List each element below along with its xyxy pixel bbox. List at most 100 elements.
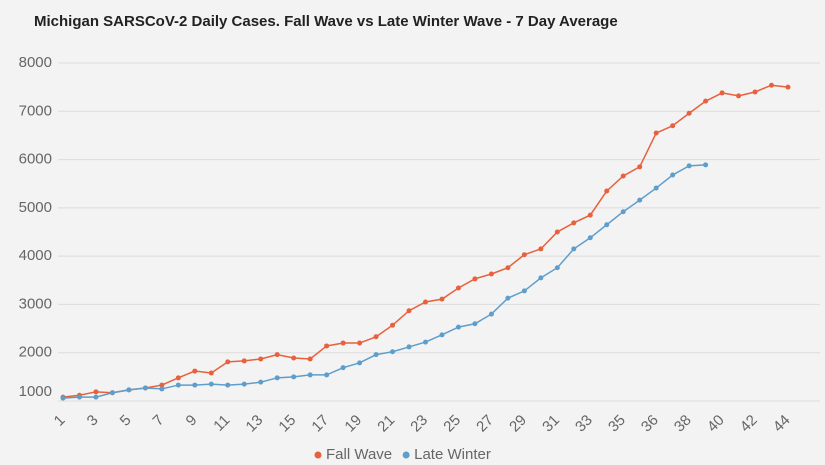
data-point (192, 382, 198, 388)
x-tick-label: 15 (275, 412, 299, 436)
x-tick-label: 27 (473, 412, 497, 436)
x-tick-label: 21 (374, 412, 398, 436)
y-tick-label: 1000 (19, 383, 52, 400)
data-point (620, 173, 626, 179)
data-point (752, 89, 758, 95)
x-tick-label: 11 (210, 412, 233, 435)
data-point (653, 130, 659, 136)
data-point (719, 90, 725, 96)
x-tick-label: 17 (308, 412, 332, 436)
data-point (505, 265, 511, 271)
y-tick-label: 6000 (19, 151, 52, 168)
data-point (340, 365, 346, 371)
data-point (554, 229, 560, 235)
data-point (455, 324, 461, 330)
data-point (60, 395, 66, 401)
legend-label: Late Winter (414, 446, 491, 463)
data-point (670, 172, 676, 178)
data-point (406, 344, 412, 350)
data-point (274, 352, 280, 358)
data-point (225, 359, 231, 365)
data-point (93, 394, 99, 400)
legend-marker (402, 451, 410, 459)
x-tick-label: 25 (440, 412, 464, 436)
data-point (604, 222, 610, 228)
data-point (587, 235, 593, 241)
data-point (521, 252, 527, 258)
data-point (208, 370, 214, 376)
x-tick-label: 38 (671, 412, 695, 436)
y-tick-label: 2000 (19, 344, 52, 361)
data-point (472, 321, 478, 327)
data-point (109, 390, 115, 396)
data-point (785, 84, 791, 90)
data-point (703, 162, 709, 168)
y-tick-label: 7000 (19, 102, 52, 119)
data-point (159, 386, 165, 392)
data-point (472, 276, 478, 282)
data-point (324, 372, 330, 378)
data-point (76, 394, 82, 400)
data-point (423, 299, 428, 305)
data-point (373, 334, 379, 340)
legend-marker (314, 451, 322, 459)
data-point (604, 188, 610, 194)
data-point (653, 185, 659, 191)
data-point (423, 339, 428, 345)
series-line (62, 164, 706, 399)
series-line (62, 84, 789, 398)
data-point (521, 288, 527, 294)
x-tick-label: 3 (84, 412, 102, 430)
data-point (159, 382, 165, 388)
x-tick-label: 40 (704, 412, 728, 436)
data-point (571, 246, 577, 252)
x-tick-label: 5 (117, 412, 135, 430)
data-point (142, 385, 148, 391)
data-point (208, 381, 214, 387)
x-tick-label: 44 (770, 412, 794, 436)
data-point (769, 82, 775, 88)
data-point (192, 368, 198, 374)
data-point (406, 308, 412, 314)
data-point (587, 212, 593, 218)
data-point (258, 356, 264, 362)
data-point (620, 209, 626, 215)
data-point (637, 164, 643, 170)
data-point (686, 110, 692, 116)
data-point (390, 322, 396, 328)
data-point (126, 387, 132, 393)
data-point (736, 93, 742, 99)
data-point (225, 382, 231, 388)
data-point (291, 355, 297, 361)
x-tick-label: 23 (407, 412, 431, 436)
data-point (686, 163, 692, 169)
data-point (571, 220, 577, 226)
data-point (307, 372, 313, 378)
data-point (175, 382, 181, 388)
x-tick-label: 31 (539, 412, 563, 436)
data-point (241, 358, 247, 364)
data-point (505, 295, 511, 301)
y-tick-label: 4000 (19, 247, 52, 264)
x-tick-label: 29 (506, 412, 530, 436)
data-point (373, 352, 379, 358)
data-point (357, 360, 363, 366)
data-point (258, 379, 264, 385)
x-tick-label: 36 (638, 412, 662, 436)
data-point (390, 349, 396, 355)
data-point (324, 343, 330, 349)
data-point (93, 389, 99, 395)
data-point (554, 265, 560, 271)
x-tick-label: 33 (572, 412, 596, 436)
data-point (439, 332, 445, 338)
data-point (488, 271, 494, 277)
data-point (455, 285, 461, 291)
data-point (703, 98, 709, 104)
data-point (274, 375, 280, 381)
data-point (538, 275, 544, 281)
data-point (637, 197, 643, 203)
legend-label: Fall Wave (326, 446, 392, 463)
chart-title: Michigan SARSCoV-2 Daily Cases. Fall Wav… (34, 13, 618, 30)
data-point (357, 340, 363, 346)
y-tick-label: 8000 (19, 54, 52, 71)
